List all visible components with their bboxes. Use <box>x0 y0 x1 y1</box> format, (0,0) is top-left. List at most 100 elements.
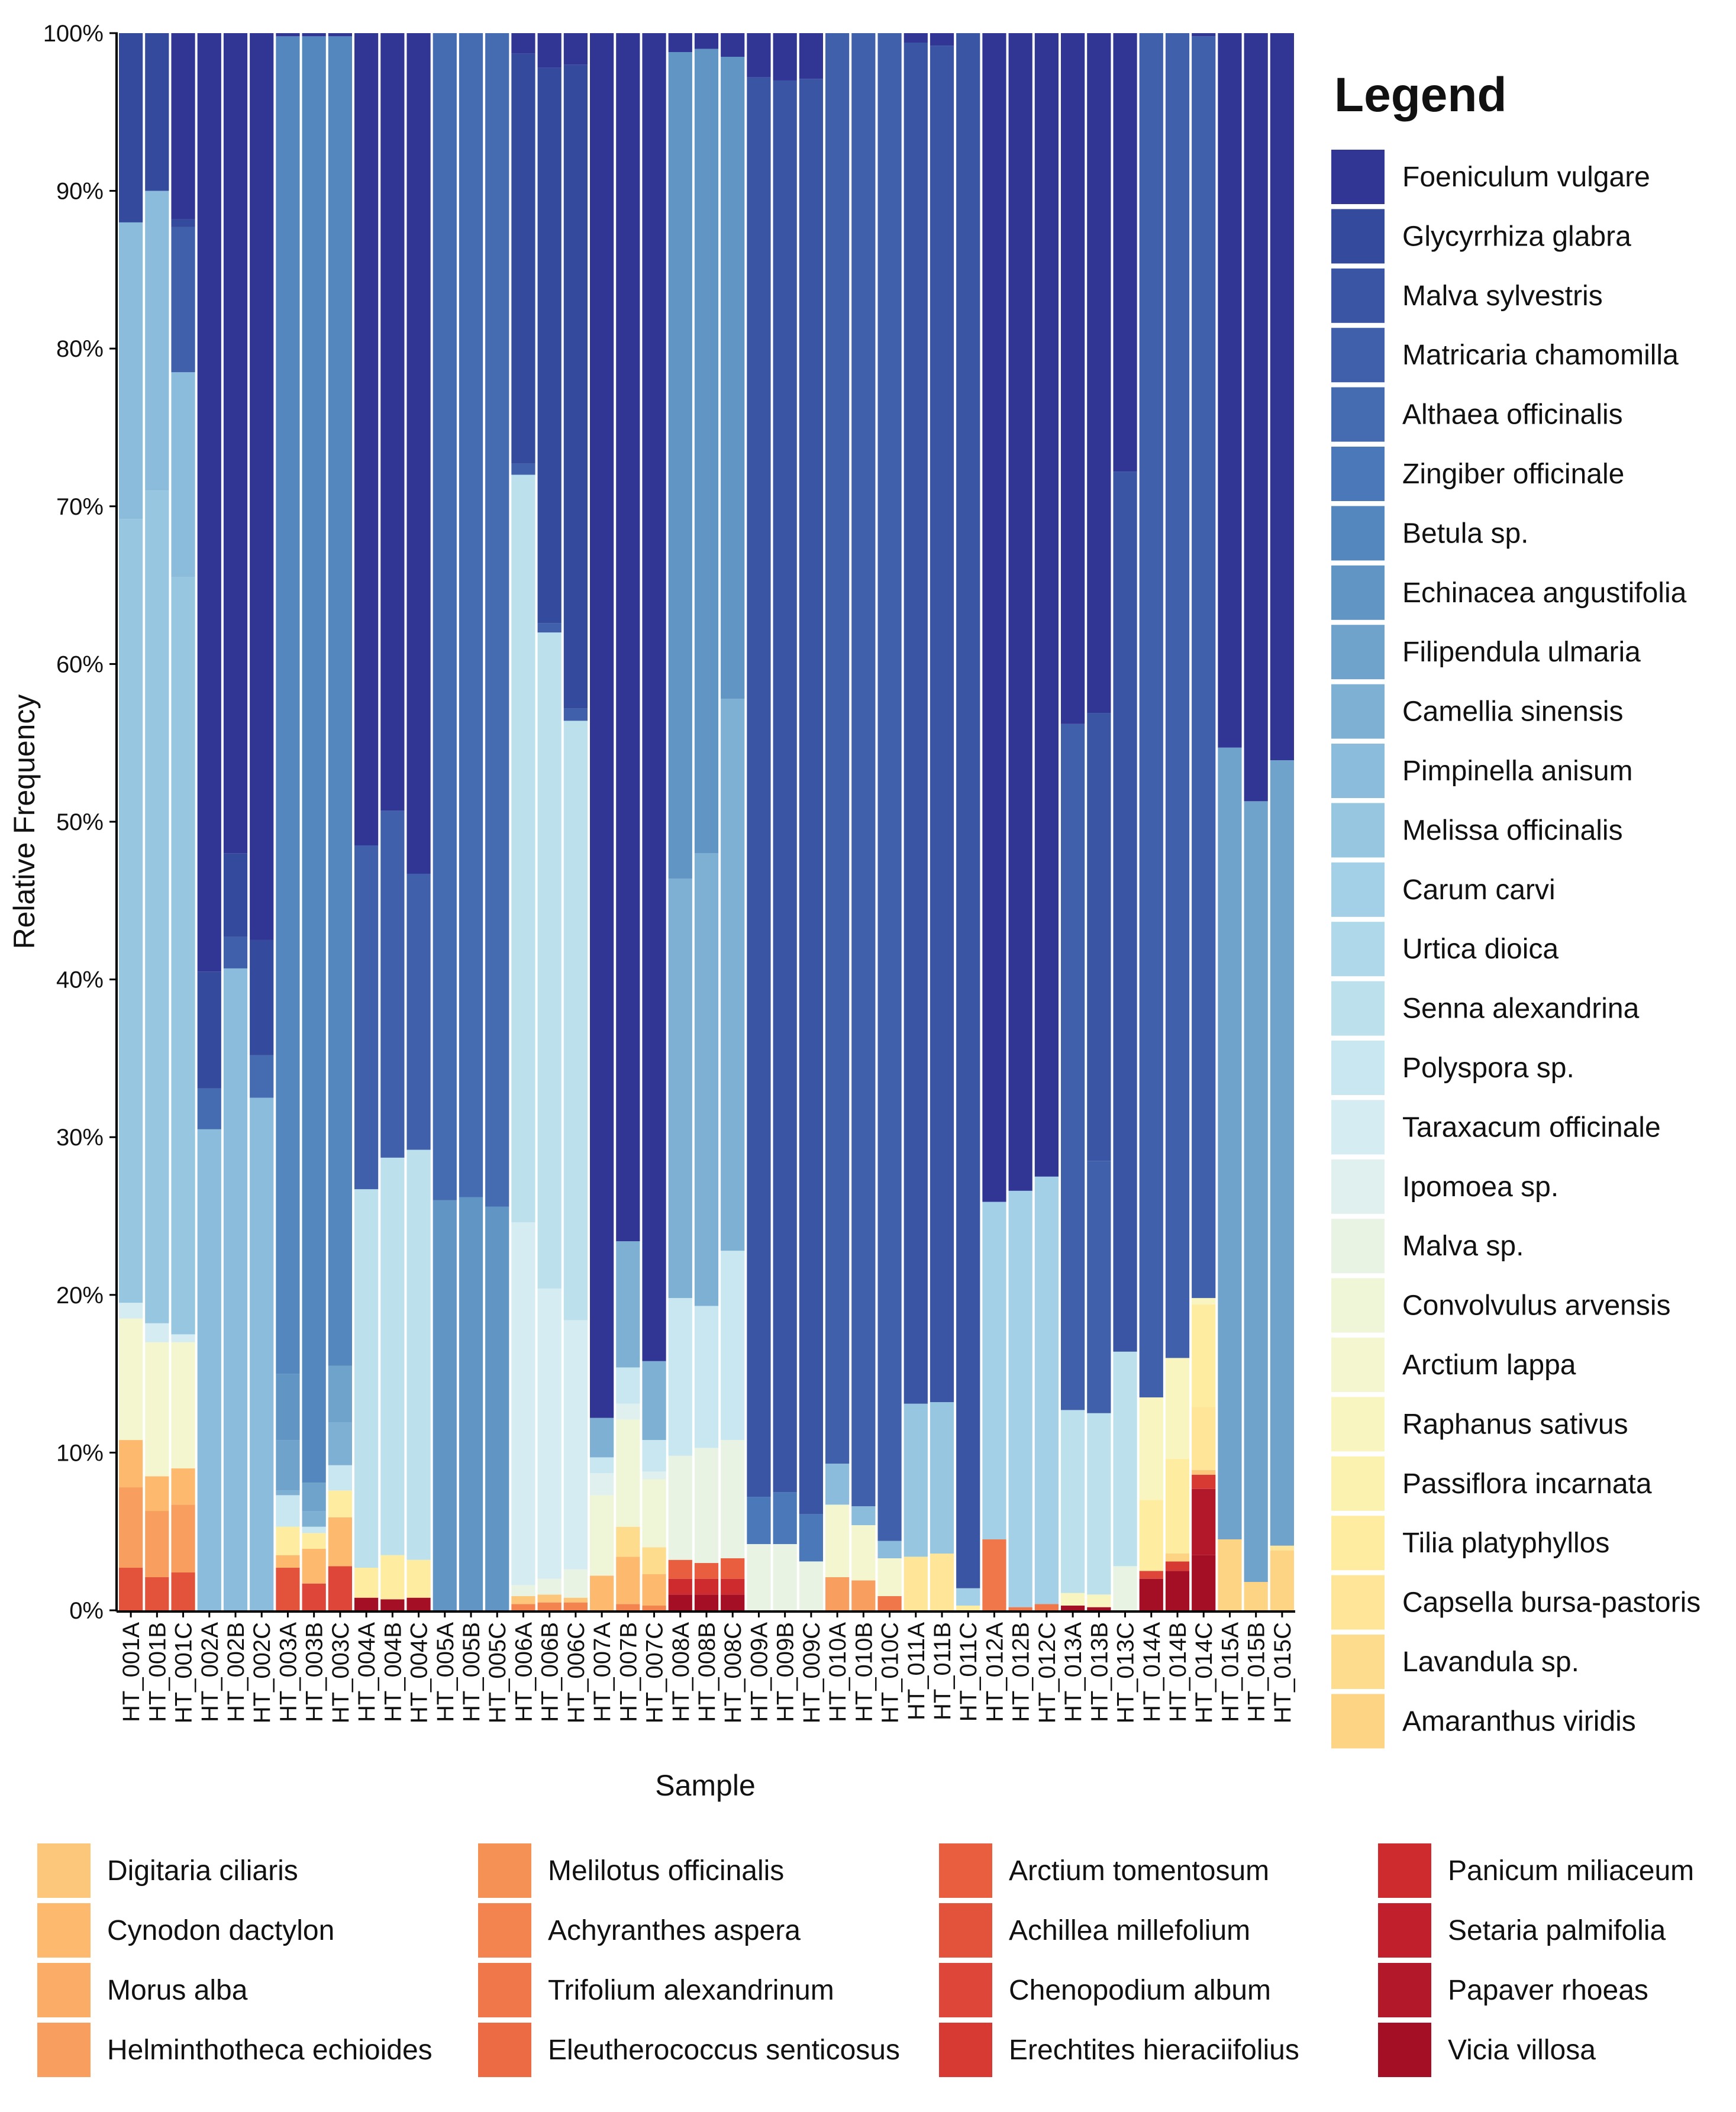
legend-item: Setaria palmifolia <box>1378 1903 1666 1958</box>
bar-segment <box>119 222 143 519</box>
bar-segment <box>276 1440 300 1491</box>
bar-segment <box>511 1596 535 1604</box>
bar-segment <box>1113 472 1137 1352</box>
x-tick-label: HT_003C <box>328 1622 354 1723</box>
bar-segment <box>511 33 535 54</box>
x-tick-label: HT_001A <box>118 1622 144 1722</box>
bar-segment <box>721 33 745 57</box>
bar-segment <box>825 1577 850 1610</box>
legend-swatch <box>1331 150 1385 204</box>
legend-swatch <box>939 1963 992 2017</box>
bar-segment <box>1165 1571 1190 1610</box>
bar-HT_015A <box>1218 33 1242 1610</box>
x-tick-label: HT_009B <box>773 1622 799 1722</box>
bar-segment <box>276 36 300 1374</box>
y-tick-label: 20% <box>56 1283 104 1309</box>
bar-segment <box>956 1606 980 1610</box>
legend-item: Passiflora incarnata <box>1331 1456 1652 1511</box>
bar-segment <box>276 1374 300 1441</box>
bar-segment <box>511 53 535 464</box>
x-tick-label: HT_007B <box>615 1622 641 1722</box>
legend-item: Tilia platyphyllos <box>1331 1516 1609 1571</box>
bar-segment <box>354 1597 379 1610</box>
x-tick-label: HT_010B <box>851 1622 877 1722</box>
bar-segment <box>694 1563 719 1579</box>
bar-HT_012C <box>1034 33 1059 1610</box>
bar-segment <box>1139 1500 1163 1571</box>
bar-HT_007A <box>590 33 614 1610</box>
bar-segment <box>171 1504 195 1573</box>
bar-segment <box>433 33 457 1200</box>
bar-segment <box>145 1342 169 1477</box>
bar-HT_005C <box>485 33 509 1610</box>
bar-segment <box>119 1303 143 1319</box>
bar-segment <box>904 1403 928 1557</box>
bar-segment <box>694 33 719 49</box>
legend-swatch <box>1331 744 1385 798</box>
y-tick-label: 50% <box>56 809 104 835</box>
legend-label: Carum carvi <box>1402 874 1556 906</box>
bar-HT_003B <box>302 33 326 1610</box>
bar-segment <box>590 1473 614 1496</box>
bar-segment <box>721 1440 745 1559</box>
legend-swatch <box>1331 981 1385 1036</box>
x-tick-label: HT_002B <box>223 1622 249 1722</box>
legend-label: Malva sp. <box>1402 1231 1524 1262</box>
bar-segment <box>799 1561 823 1610</box>
legend-label: Althaea officinalis <box>1402 399 1623 431</box>
bar-segment <box>1165 1459 1190 1554</box>
legend-label: Capsella bursa-pastoris <box>1402 1587 1700 1619</box>
x-tick-label: HT_001B <box>144 1622 170 1722</box>
x-tick-label: HT_012B <box>1008 1622 1034 1722</box>
legend-item: Achillea millefolium <box>939 1903 1250 1958</box>
x-tick-label: HT_012C <box>1034 1622 1060 1723</box>
bar-HT_012A <box>982 33 1006 1610</box>
legend-item: Achyranthes aspera <box>478 1903 801 1958</box>
legend-label: Malva sylvestris <box>1402 280 1603 312</box>
bar-segment <box>119 1568 143 1610</box>
bar-segment <box>563 1602 588 1610</box>
legend-label: Echinacea angustifolia <box>1402 577 1687 609</box>
bar-segment <box>773 80 797 1493</box>
bar-segment <box>799 33 823 79</box>
legend-item: Glycyrrhiza glabra <box>1331 209 1631 264</box>
legend-label: Glycyrrhiza glabra <box>1402 221 1631 252</box>
legend-label: Melissa officinalis <box>1402 815 1623 846</box>
x-tick-label: HT_004A <box>354 1622 380 1722</box>
bar-segment <box>590 1575 614 1610</box>
bar-segment <box>1165 33 1190 1358</box>
legend-label: Papaver rhoeas <box>1448 1975 1648 2006</box>
bar-segment <box>276 1495 300 1527</box>
bar-segment <box>302 1549 326 1584</box>
legend-item: Echinacea angustifolia <box>1331 565 1687 620</box>
x-tick-label: HT_011C <box>956 1622 982 1722</box>
bar-HT_014B <box>1165 33 1190 1610</box>
x-tick-label: HT_006A <box>511 1622 537 1722</box>
legend-swatch <box>1331 1278 1385 1333</box>
bar-segment <box>459 33 483 1197</box>
bar-segment <box>747 1497 771 1545</box>
bar-segment <box>1139 1571 1163 1579</box>
y-tick-label: 60% <box>56 651 104 677</box>
legend-label: Filipendula ulmaria <box>1402 637 1641 668</box>
legend-label: Passiflora incarnata <box>1402 1468 1652 1500</box>
bar-segment <box>668 878 692 1299</box>
bar-segment <box>380 1157 405 1555</box>
y-tick-label: 70% <box>56 494 104 520</box>
bar-HT_002B <box>223 33 248 1610</box>
bar-segment <box>904 1556 928 1610</box>
legend-swatch <box>1331 1219 1385 1274</box>
legend-label: Panicum miliaceum <box>1448 1855 1694 1887</box>
x-tick-label: HT_002C <box>249 1622 275 1723</box>
bar-segment <box>799 1514 823 1562</box>
bar-HT_003A <box>276 33 300 1610</box>
legend-label: Matricaria chamomilla <box>1402 340 1679 371</box>
x-tick-label: HT_012A <box>982 1622 1008 1722</box>
legend-swatch <box>1331 1159 1385 1214</box>
bar-segment <box>1192 1488 1216 1555</box>
bar-segment <box>537 1602 562 1610</box>
bar-HT_014C <box>1192 33 1216 1610</box>
bar-segment <box>877 1541 902 1559</box>
bar-HT_009C <box>799 33 823 1610</box>
bar-segment <box>563 1569 588 1598</box>
